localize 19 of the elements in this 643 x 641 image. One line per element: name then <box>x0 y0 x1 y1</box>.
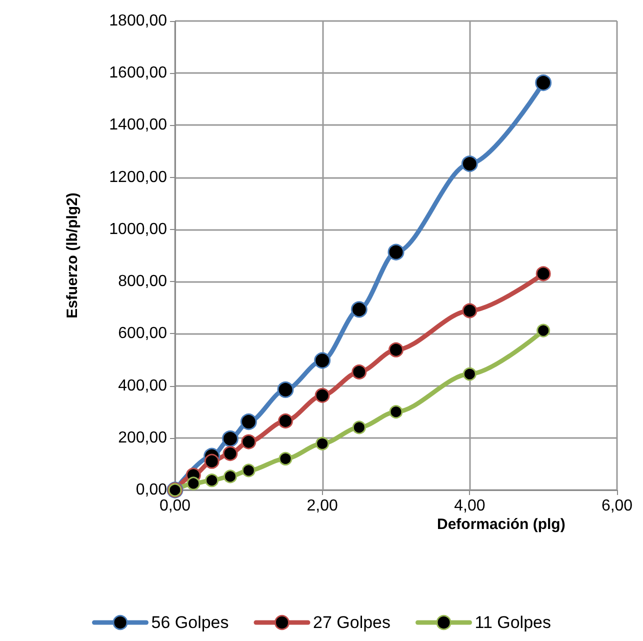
y-axis-title: Esfuerzo (lb/plg2) <box>64 192 81 318</box>
legend-label: 27 Golpes <box>313 613 391 632</box>
x-tick-label: 0,00 <box>159 498 191 514</box>
y-tick-label: 400,00 <box>118 377 168 394</box>
y-tick-label: 600,00 <box>118 325 168 342</box>
x-tick-label: 4,00 <box>454 498 486 514</box>
x-tick-label: 6,00 <box>601 498 633 514</box>
y-tick-label: 0,00 <box>136 482 168 498</box>
y-tick-label: 200,00 <box>118 429 168 446</box>
x-axis-title: Deformación (plg) <box>437 516 566 533</box>
y-tick-label: 1000,00 <box>109 220 168 238</box>
legend-label: 11 Golpes <box>474 613 551 632</box>
x-tick-label: 2,00 <box>306 498 338 514</box>
y-tick-label: 1600,00 <box>109 64 168 82</box>
y-tick-label: 800,00 <box>118 273 168 290</box>
y-tick-label: 1200,00 <box>109 168 168 186</box>
y-tick-label: 1800,00 <box>109 12 168 30</box>
y-tick-label: 1400,00 <box>109 116 168 134</box>
legend-label: 56 Golpes <box>151 613 229 632</box>
